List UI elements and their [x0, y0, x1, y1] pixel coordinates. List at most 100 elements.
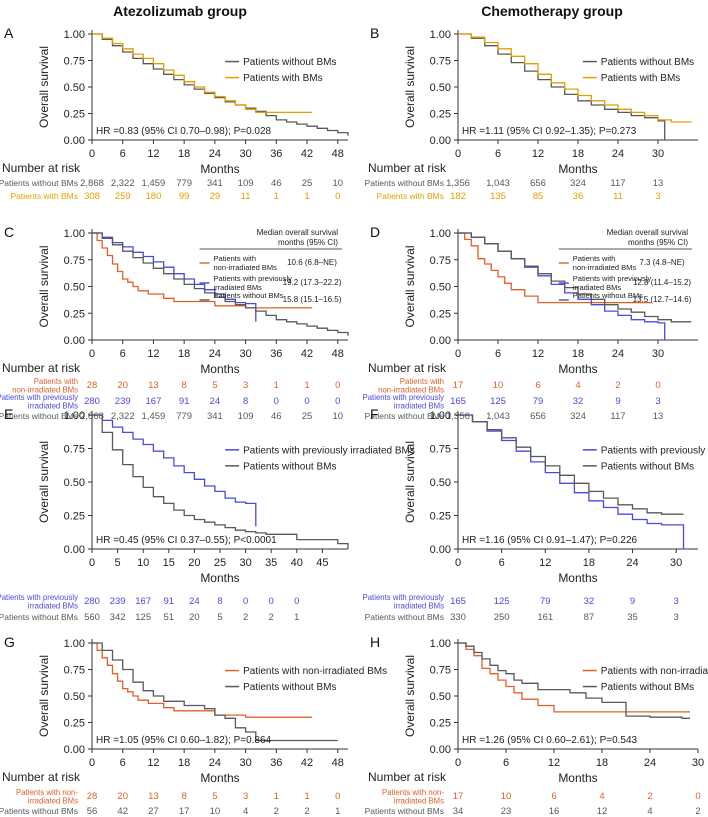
survival-curve — [92, 642, 338, 742]
hazard-ratio-text: HR =1.05 (95% CI 0.60–1.82); P=0.864 — [96, 735, 272, 746]
y-axis-label: Overall survival — [403, 245, 417, 327]
y-tick-label: 0.50 — [64, 82, 85, 94]
panel-label: E — [4, 406, 13, 422]
risk-value: 1,459 — [142, 411, 166, 422]
x-tick-label: 18 — [178, 757, 190, 769]
risk-value: 13 — [148, 791, 159, 802]
risk-row-label: Patients with — [400, 377, 444, 386]
legend-label: Patients without BMs — [243, 461, 336, 472]
x-tick-label: 24 — [209, 757, 221, 769]
x-tick-label: 12 — [147, 757, 159, 769]
panel-g: G0.000.250.500.751.000 6 12 18 24 30 36 42 48Mon… — [0, 634, 387, 817]
x-tick-label: 0 — [455, 757, 461, 769]
risk-value: 2 — [647, 791, 652, 802]
legend-label: Patients without BMs — [243, 682, 336, 693]
risk-value: 308 — [84, 191, 100, 202]
survival-curve — [458, 33, 666, 140]
risk-value: 125 — [135, 612, 151, 623]
risk-value: 28 — [87, 380, 98, 391]
risk-row-label: Patients without BMs — [0, 178, 78, 188]
y-tick-label: 0.75 — [64, 56, 85, 68]
risk-value: 20 — [117, 791, 128, 802]
survival-curve — [92, 232, 313, 309]
risk-value: 79 — [540, 596, 551, 607]
legend-label: irradiated BMs — [573, 283, 622, 292]
risk-row-label: Patients with non- — [16, 788, 78, 797]
risk-value: 17 — [179, 806, 190, 817]
panel-label: G — [4, 634, 15, 650]
risk-value: 20 — [189, 612, 200, 623]
y-tick-label: 0.25 — [64, 718, 85, 730]
risk-table-header: Number at risk — [368, 161, 447, 175]
survival-curve — [92, 33, 313, 114]
x-tick-label: 6 — [503, 757, 509, 769]
risk-value: 3 — [655, 191, 660, 202]
risk-value: 1 — [274, 191, 279, 202]
x-tick-label: 30 — [239, 348, 251, 360]
risk-value: 4 — [243, 806, 248, 817]
risk-row-label: non-irradiated BMs — [378, 386, 444, 395]
risk-value: 280 — [84, 396, 100, 407]
risk-row-label: irradiated BMs — [394, 402, 444, 411]
legend-label: Patients without BMs — [243, 57, 336, 68]
risk-value: 342 — [110, 612, 126, 623]
x-axis-label: Months — [200, 571, 239, 585]
x-axis-label: Months — [200, 771, 239, 785]
risk-value: 27 — [148, 806, 159, 817]
risk-value: 165 — [450, 396, 466, 407]
panel-f: F 0.00 0.25 0.50 0.75 1.00 0 6 12 18 24 30 Months Ove… — [363, 406, 708, 623]
x-tick-label: 12 — [147, 348, 159, 360]
y-tick-label: 0.75 — [430, 255, 451, 267]
risk-value: 13 — [148, 380, 159, 391]
panel-e: E0.000.250.500.751.000 5 10 15 20 25 30 35 40 45M… — [0, 406, 415, 623]
survival-curve — [92, 642, 313, 718]
x-axis-label: Months — [200, 362, 239, 376]
hazard-ratio-text: HR =1.26 (95% CI 0.60–2.61); P=0.543 — [462, 735, 638, 746]
risk-value: 3 — [655, 396, 660, 407]
y-tick-label: 0.00 — [64, 335, 85, 347]
legend-label: Patients with BMs — [243, 73, 322, 84]
risk-value: 656 — [530, 178, 546, 189]
risk-row-label: Patients with BMs — [10, 191, 78, 201]
risk-value: 5 — [212, 380, 217, 391]
y-tick-label: 0.25 — [64, 109, 85, 121]
x-tick-label: 12 — [539, 557, 551, 569]
risk-value: 12 — [597, 806, 608, 817]
risk-table-header: Number at risk — [2, 361, 81, 375]
risk-value: 341 — [207, 411, 223, 422]
risk-value: 13 — [653, 178, 664, 189]
risk-value: 16 — [549, 806, 560, 817]
panel-h: H0.000.250.500.751.000 6 12 18 24 30MonthsOve… — [365, 634, 708, 817]
risk-value: 161 — [537, 612, 553, 623]
risk-value: 32 — [573, 396, 584, 407]
x-tick-label: 6 — [120, 348, 126, 360]
risk-value: 8 — [182, 791, 187, 802]
legend-label: Patients with previously irradiated BMs — [601, 445, 708, 456]
risk-value: 99 — [179, 191, 190, 202]
x-axis-label: Months — [558, 162, 597, 176]
risk-value: 1 — [335, 806, 340, 817]
survival-curve — [458, 414, 685, 549]
risk-value: 341 — [207, 178, 223, 189]
y-tick-label: 0.00 — [430, 744, 451, 756]
survival-curve — [458, 642, 690, 719]
risk-table-header: Number at risk — [2, 161, 81, 175]
survival-curve — [458, 232, 652, 304]
risk-value: 2 — [615, 380, 620, 391]
risk-value: 10 — [501, 791, 512, 802]
risk-row-label: Patients without BMs — [0, 612, 78, 622]
y-tick-label: 0.25 — [430, 308, 451, 320]
risk-value: 0 — [335, 380, 340, 391]
hazard-ratio-text: HR =0.45 (95% CI 0.37–0.55); P<0.0001 — [96, 535, 277, 546]
y-tick-label: 1.00 — [430, 29, 451, 41]
x-tick-label: 0 — [455, 148, 461, 160]
risk-value: 1,043 — [486, 411, 510, 422]
risk-value: 259 — [115, 191, 131, 202]
legend-median-header: Median overall survival — [257, 228, 339, 237]
risk-value: 13 — [653, 411, 664, 422]
risk-value: 29 — [210, 191, 221, 202]
hazard-ratio-text: HR =1.11 (95% CI 0.92–1.35); P=0.273 — [462, 126, 637, 137]
x-tick-label: 18 — [596, 757, 608, 769]
risk-value: 165 — [450, 596, 466, 607]
x-tick-label: 18 — [583, 557, 595, 569]
